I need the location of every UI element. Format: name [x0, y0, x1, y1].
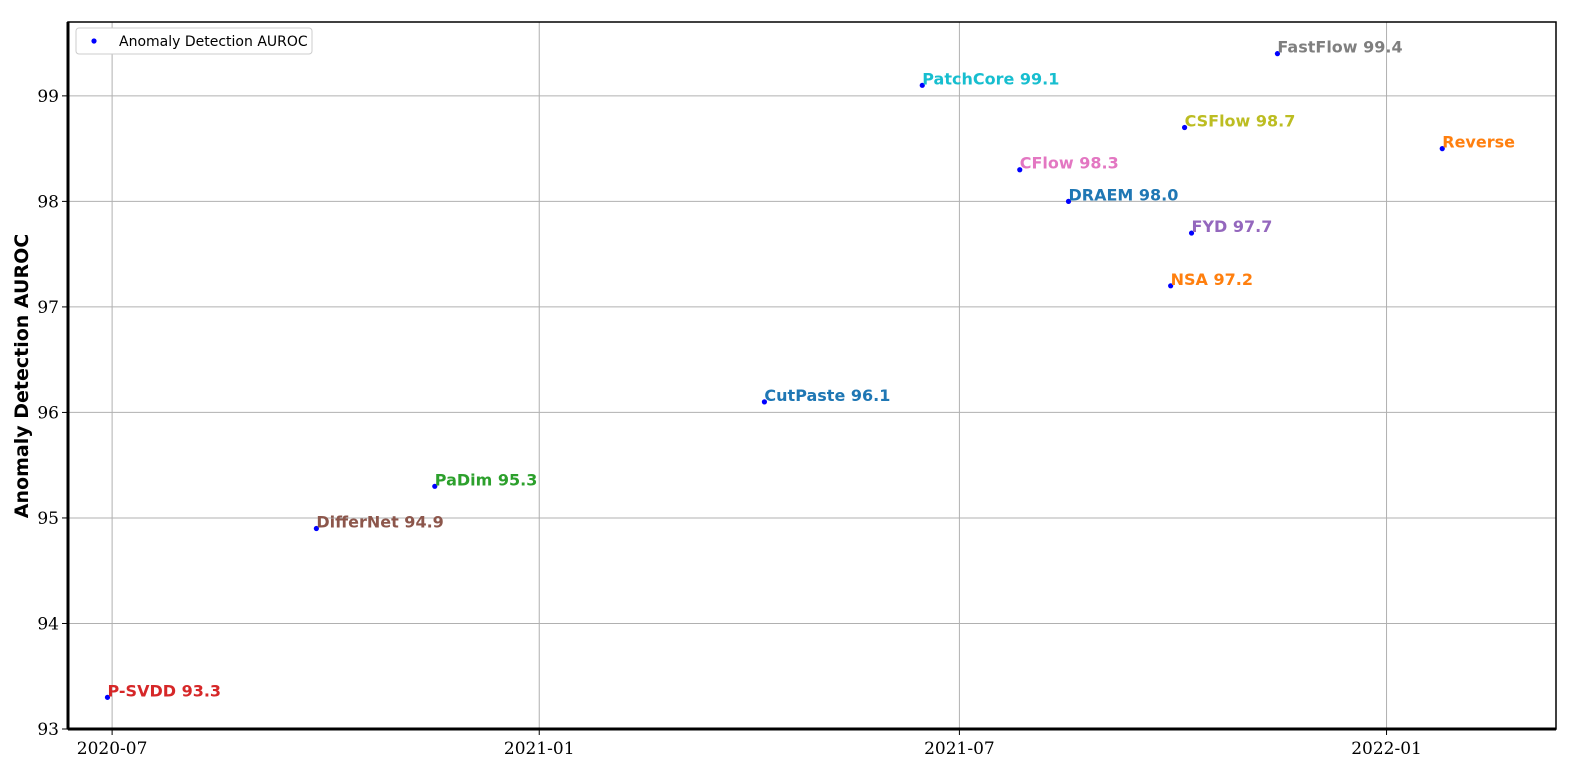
legend-entry: Anomaly Detection AUROC	[119, 34, 308, 50]
x-tick-label: 2021-01	[504, 739, 575, 759]
legend-box	[75, 27, 313, 55]
x-tick-label: 2021-07	[924, 739, 995, 759]
data-label: NSA 97.2	[1171, 270, 1253, 289]
data-label: P-SVDD 93.3	[107, 681, 221, 700]
ticks: 2020-07 2021-01 2021-07 2022-01 93 94 95 96 97 98…	[37, 87, 1422, 759]
data-point	[313, 525, 319, 532]
data-point	[1168, 283, 1174, 289]
data-label: DRAEM 98.0	[1069, 185, 1179, 204]
data-point	[1181, 124, 1188, 131]
grid	[68, 22, 1556, 730]
y-axis-title: Anomaly Detection AUROC	[11, 234, 33, 518]
data-label: Reverse	[1442, 133, 1515, 152]
data-label: PatchCore 99.1	[922, 69, 1059, 88]
data-point	[432, 483, 438, 489]
y-tick-label: 97	[37, 298, 59, 318]
data-label: CutPaste 96.1	[764, 386, 890, 405]
y-tick-label: 95	[37, 509, 59, 529]
data-label: FYD 97.7	[1192, 217, 1273, 236]
legend: Anomaly Detection AUROC	[75, 27, 313, 55]
data-label: PaDim 95.3	[435, 470, 538, 489]
plot-frame	[67, 21, 1557, 730]
data-point	[1188, 230, 1195, 236]
x-tick-label: 2022-01	[1351, 739, 1422, 759]
data-point	[104, 694, 111, 700]
data-points	[104, 51, 1445, 700]
data-label: FastFlow 99.4	[1277, 38, 1402, 57]
y-tick-label: 96	[37, 403, 59, 423]
y-tick-label: 93	[37, 720, 59, 740]
data-point	[1439, 146, 1445, 152]
x-tick-label: 2020-07	[77, 739, 148, 759]
data-point	[761, 399, 768, 405]
data-point	[1065, 198, 1072, 204]
y-tick-label: 94	[37, 614, 59, 634]
data-point	[1274, 51, 1281, 57]
data-point	[1017, 167, 1023, 173]
data-label: CFlow 98.3	[1020, 154, 1119, 173]
data-label: DifferNet 94.9	[316, 513, 443, 532]
data-labels: P-SVDD 93.3 DifferNet 94.9 PaDim 95.3 CutPa…	[107, 38, 1515, 701]
legend-marker	[91, 38, 97, 44]
data-label: CSFlow 98.7	[1185, 112, 1296, 131]
y-tick-label: 98	[37, 192, 59, 212]
data-point	[919, 82, 925, 88]
y-tick-label: 99	[37, 87, 59, 107]
